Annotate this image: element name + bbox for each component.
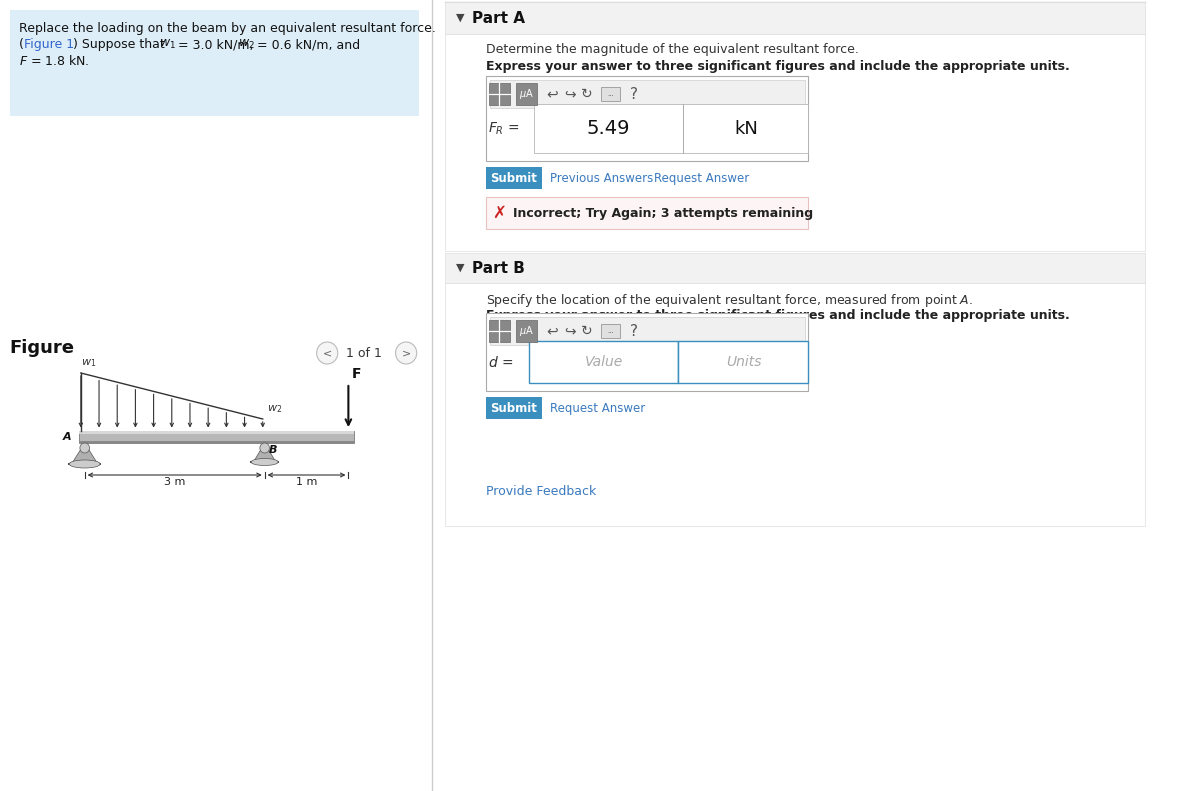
Bar	[516, 320, 538, 342]
Bar	[490, 80, 804, 108]
Text: $w_2$: $w_2$	[266, 403, 282, 415]
Polygon shape	[72, 443, 97, 463]
Text: B: B	[269, 445, 277, 455]
Ellipse shape	[70, 460, 100, 468]
Bar	[683, 104, 809, 153]
Bar	[486, 76, 809, 161]
Text: Request Answer: Request Answer	[550, 402, 644, 414]
Bar	[486, 397, 542, 419]
Text: Replace the loading on the beam by an equivalent resultant force.: Replace the loading on the beam by an eq…	[19, 22, 436, 35]
Text: ✗: ✗	[492, 204, 506, 222]
Text: Units: Units	[726, 355, 761, 369]
Bar	[445, 253, 1145, 283]
Bar	[486, 313, 809, 391]
Bar	[79, 441, 354, 443]
Text: $F$ = 1.8 kN.: $F$ = 1.8 kN.	[19, 54, 90, 68]
Text: A: A	[62, 432, 71, 442]
Bar	[516, 83, 538, 105]
Bar	[445, 34, 1145, 251]
Polygon shape	[254, 443, 275, 461]
Text: ↪: ↪	[564, 324, 576, 338]
Text: $\mu$A: $\mu$A	[518, 87, 534, 101]
Text: Provide Feedback: Provide Feedback	[486, 485, 596, 498]
Text: Request Answer: Request Answer	[654, 172, 750, 184]
Text: 3 m: 3 m	[164, 477, 185, 487]
Text: Value: Value	[584, 355, 623, 369]
Text: 1 m: 1 m	[296, 477, 317, 487]
Text: F: F	[353, 367, 361, 381]
Text: $\mu$A: $\mu$A	[518, 324, 534, 338]
Bar	[600, 87, 619, 101]
Text: Submit: Submit	[491, 402, 538, 414]
Ellipse shape	[251, 459, 278, 465]
Text: Figure: Figure	[10, 339, 74, 357]
Bar	[534, 104, 683, 153]
Circle shape	[317, 342, 338, 364]
Text: $F_R$ =: $F_R$ =	[488, 120, 520, 137]
Text: ▼: ▼	[456, 13, 464, 23]
Text: Express your answer to three significant figures and include the appropriate uni: Express your answer to three significant…	[486, 309, 1069, 322]
Bar	[445, 2, 1145, 34]
Text: <: <	[323, 348, 332, 358]
Text: Incorrect; Try Again; 3 attempts remaining: Incorrect; Try Again; 3 attempts remaini…	[512, 206, 814, 219]
Text: 5.49: 5.49	[587, 119, 630, 138]
Bar	[79, 431, 354, 434]
Text: = 3.0 kN/m,: = 3.0 kN/m,	[174, 38, 262, 51]
Text: ...: ...	[607, 328, 613, 334]
Text: Express your answer to three significant figures and include the appropriate uni: Express your answer to three significant…	[486, 60, 1069, 73]
Text: ?: ?	[630, 324, 638, 339]
Bar	[529, 341, 678, 383]
Text: = 0.6 kN/m, and: = 0.6 kN/m, and	[253, 38, 360, 51]
Bar	[678, 341, 809, 383]
Bar	[600, 324, 619, 338]
Bar	[490, 317, 804, 345]
Text: >: >	[402, 348, 410, 358]
Circle shape	[80, 443, 90, 453]
Text: (: (	[19, 38, 24, 51]
Text: Part A: Part A	[472, 10, 524, 25]
Text: $w_1$: $w_1$	[80, 358, 96, 369]
Text: Previous Answers: Previous Answers	[550, 172, 653, 184]
Text: Specify the location of the equivalent resultant force, measured from point $A$.: Specify the location of the equivalent r…	[486, 292, 973, 309]
Bar	[488, 83, 510, 105]
Text: ...: ...	[607, 91, 613, 97]
Text: ↩: ↩	[547, 87, 558, 101]
Text: ?: ?	[630, 86, 638, 101]
Text: Figure 1: Figure 1	[24, 38, 74, 51]
Text: ↻: ↻	[581, 87, 593, 101]
Text: ↪: ↪	[564, 87, 576, 101]
Text: $d$ =: $d$ =	[488, 354, 514, 369]
Bar	[488, 320, 510, 342]
Text: ↻: ↻	[581, 324, 593, 338]
Bar	[79, 431, 354, 443]
Bar	[486, 167, 542, 189]
Bar	[445, 283, 1145, 526]
Circle shape	[396, 342, 416, 364]
Text: $w_1$: $w_1$	[158, 38, 175, 51]
Bar	[486, 197, 809, 229]
Text: kN: kN	[734, 119, 757, 138]
Text: ▼: ▼	[456, 263, 464, 273]
Bar	[10, 10, 419, 116]
Text: $w_2$: $w_2$	[238, 38, 254, 51]
Text: Part B: Part B	[472, 260, 524, 275]
Text: Determine the magnitude of the equivalent resultant force.: Determine the magnitude of the equivalen…	[486, 43, 859, 56]
Circle shape	[260, 443, 270, 453]
Text: ) Suppose that: ) Suppose that	[73, 38, 169, 51]
Text: ↩: ↩	[547, 324, 558, 338]
Text: 1 of 1: 1 of 1	[347, 346, 383, 359]
Bar	[0, 0, 428, 791]
Text: Submit: Submit	[491, 172, 538, 184]
